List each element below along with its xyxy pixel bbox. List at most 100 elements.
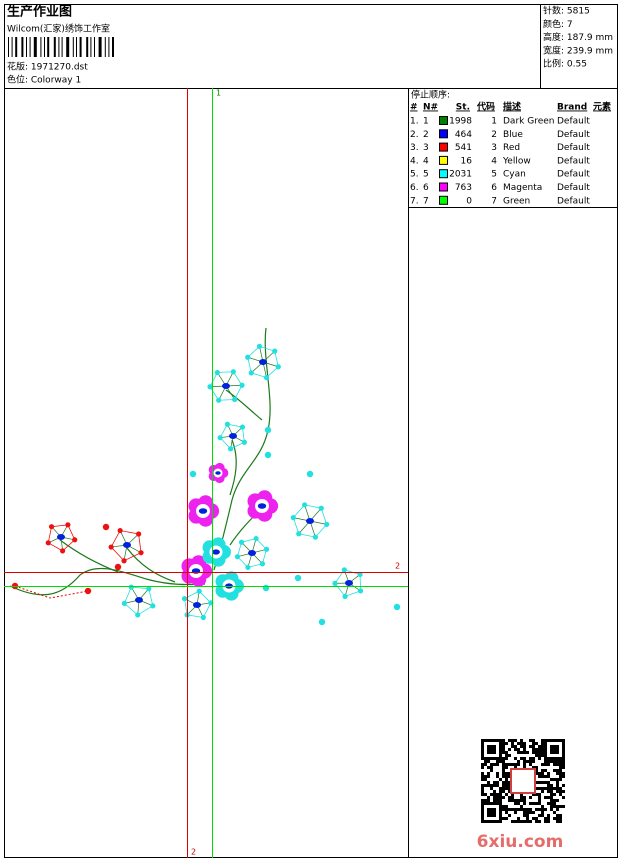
petal-tip xyxy=(324,522,329,527)
qr-cell xyxy=(526,751,529,754)
qr-cell xyxy=(541,772,544,775)
petal-tip xyxy=(218,435,223,440)
qr-cell xyxy=(541,763,544,766)
qr-cell xyxy=(520,805,523,808)
leaf xyxy=(265,427,271,433)
qr-cell xyxy=(532,748,535,751)
qr-cell xyxy=(535,820,538,823)
qr-cell xyxy=(502,787,505,790)
qr-cell xyxy=(535,754,538,757)
petal-tip xyxy=(122,601,127,606)
qr-cell xyxy=(556,760,559,763)
qr-cell xyxy=(487,760,490,763)
qr-cell xyxy=(493,796,496,799)
qr-cell xyxy=(505,754,508,757)
petal-tip xyxy=(302,502,307,507)
qr-cell xyxy=(562,790,565,793)
qr-cell xyxy=(547,820,550,823)
qr-cell xyxy=(484,793,487,796)
qr-cell xyxy=(547,796,550,799)
qr-cell xyxy=(547,781,550,784)
qr-cell xyxy=(520,742,523,745)
qr-cell xyxy=(514,820,517,823)
brand: Default xyxy=(557,117,590,127)
qr-cell xyxy=(520,796,523,799)
description: Red xyxy=(503,143,520,153)
stop: 3. xyxy=(410,143,419,153)
petal-tip xyxy=(118,528,123,533)
stat: 高度: 187.9 mm xyxy=(543,31,613,43)
qr-cell xyxy=(523,802,526,805)
qr-cell xyxy=(559,766,562,769)
color-swatch xyxy=(440,130,448,138)
qr-cell xyxy=(535,742,538,745)
needle: 3 xyxy=(423,143,429,153)
qr-cell xyxy=(562,763,565,766)
qr-cell xyxy=(541,754,544,757)
qr-cell xyxy=(550,808,553,811)
qr-cell xyxy=(550,787,553,790)
qr-cell xyxy=(547,775,550,778)
qr-cell xyxy=(508,814,511,817)
qr-cell xyxy=(490,769,493,772)
stop: 5. xyxy=(410,170,419,180)
qr-cell xyxy=(544,769,547,772)
code: 5 xyxy=(491,170,497,180)
qr-cell xyxy=(508,763,511,766)
center xyxy=(259,359,267,365)
qr-cell xyxy=(532,817,535,820)
qr-cell xyxy=(511,796,514,799)
stitches: 763 xyxy=(455,183,472,193)
leaf xyxy=(190,471,196,477)
bar xyxy=(8,37,9,57)
qr-cell xyxy=(556,763,559,766)
qr-cell xyxy=(562,772,565,775)
qr-cell xyxy=(526,808,529,811)
qr-cell xyxy=(520,820,523,823)
petal-tip xyxy=(182,596,187,601)
qr-cell xyxy=(544,787,547,790)
qr-cell xyxy=(556,781,559,784)
qr-cell xyxy=(553,802,556,805)
qr-cell xyxy=(556,808,559,811)
qr-cell xyxy=(538,808,541,811)
qr-cell xyxy=(532,751,535,754)
qr-cell xyxy=(514,802,517,805)
title: 生产作业图 xyxy=(7,4,72,20)
qr-cell xyxy=(517,760,520,763)
qr-cell xyxy=(556,820,559,823)
qr-cell xyxy=(541,814,544,817)
qr-cell xyxy=(559,775,562,778)
design: 花版: 1971270.dst xyxy=(7,61,88,73)
qr-cell xyxy=(517,802,520,805)
qr-cell xyxy=(544,775,547,778)
qr-cell xyxy=(502,775,505,778)
qr-cell xyxy=(535,817,538,820)
petal-tip xyxy=(332,581,337,586)
qr-cell xyxy=(481,784,484,787)
center xyxy=(345,580,353,586)
qr-cell xyxy=(541,781,544,784)
qr-cell xyxy=(538,799,541,802)
brand: Default xyxy=(557,170,590,180)
qr-cell xyxy=(490,787,493,790)
qr-cell xyxy=(481,763,484,766)
qr-cell xyxy=(541,808,544,811)
column-header: N# xyxy=(423,103,438,113)
qr-cell xyxy=(523,820,526,823)
qr-cell xyxy=(523,763,526,766)
qr-cell xyxy=(556,805,559,808)
center xyxy=(57,534,65,540)
bar xyxy=(99,37,102,57)
qr-cell xyxy=(556,769,559,772)
qr-cell xyxy=(499,796,502,799)
qr-cell xyxy=(541,790,544,793)
center xyxy=(258,503,266,509)
bar xyxy=(21,37,23,57)
qr-cell xyxy=(481,793,484,796)
qr-cell xyxy=(502,769,505,772)
code: 4 xyxy=(491,156,497,166)
qr-cell xyxy=(553,817,556,820)
center xyxy=(229,433,237,439)
bar xyxy=(105,37,106,57)
